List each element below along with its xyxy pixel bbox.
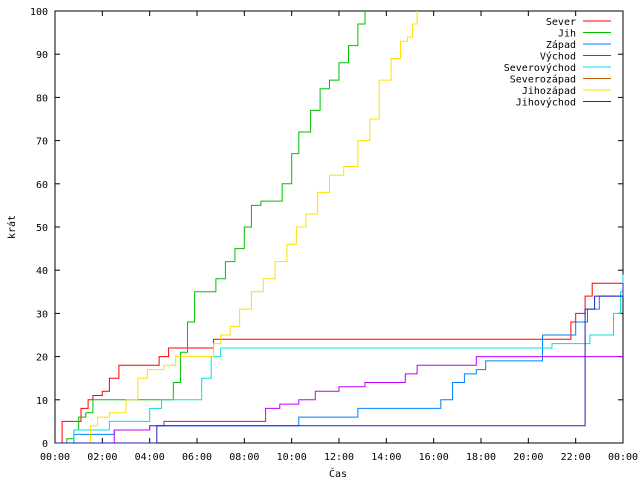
y-tick-label: 20 (36, 353, 48, 364)
x-tick-label: 04:00 (135, 452, 165, 463)
x-tick-label: 18:00 (466, 452, 496, 463)
y-tick-label: 0 (42, 439, 48, 450)
x-tick-label: 02:00 (87, 452, 117, 463)
legend-label: Severovýchod (504, 62, 576, 74)
series-line-Jihovýchod (55, 283, 624, 444)
legend: SeverJihZápadVýchodSeverovýchodSeverozáp… (504, 17, 611, 109)
x-tick-label: 22:00 (561, 452, 591, 463)
y-tick-label: 100 (30, 7, 48, 18)
series-line-Východ (55, 356, 623, 444)
legend-label: Severozápad (510, 74, 576, 86)
y-axis-label: krát (6, 215, 18, 239)
x-tick-label: 16:00 (419, 452, 449, 463)
y-tick-label: 80 (36, 93, 48, 104)
x-tick-label: 08:00 (229, 452, 259, 463)
x-tick-label: 20:00 (513, 452, 543, 463)
y-tick-label: 90 (36, 50, 48, 61)
legend-label: Jihovýchod (516, 97, 576, 109)
y-tick-label: 10 (36, 396, 48, 407)
x-tick-label: 00:00 (608, 452, 638, 463)
series-line-Jihozápad (55, 11, 418, 444)
axis-ticks: 00:00 02:00 04:00 06:00 08:00 10:00 12:00 14:00… (30, 7, 638, 463)
y-tick-label: 40 (36, 266, 48, 277)
x-tick-label: 00:00 (40, 452, 70, 463)
x-tick-label: 06:00 (182, 452, 212, 463)
x-tick-label: 14:00 (371, 452, 401, 463)
y-tick-label: 50 (36, 223, 48, 234)
y-tick-label: 60 (36, 180, 48, 191)
x-tick-label: 12:00 (324, 452, 354, 463)
series-line-Severovýchod (55, 274, 624, 444)
x-axis-label: Čas (329, 467, 347, 480)
legend-label: Sever (546, 17, 576, 28)
x-tick-label: 10:00 (277, 452, 307, 463)
series-line-Jih (55, 11, 366, 444)
y-tick-label: 70 (36, 137, 48, 148)
y-tick-label: 30 (36, 309, 48, 320)
legend-label: Východ (540, 51, 576, 63)
series-line-Sever (55, 274, 624, 444)
legend-label: Jihozápad (522, 85, 576, 97)
legend-label: Jih (558, 29, 576, 40)
legend-label: Západ (546, 39, 576, 51)
series-layer (55, 11, 624, 444)
